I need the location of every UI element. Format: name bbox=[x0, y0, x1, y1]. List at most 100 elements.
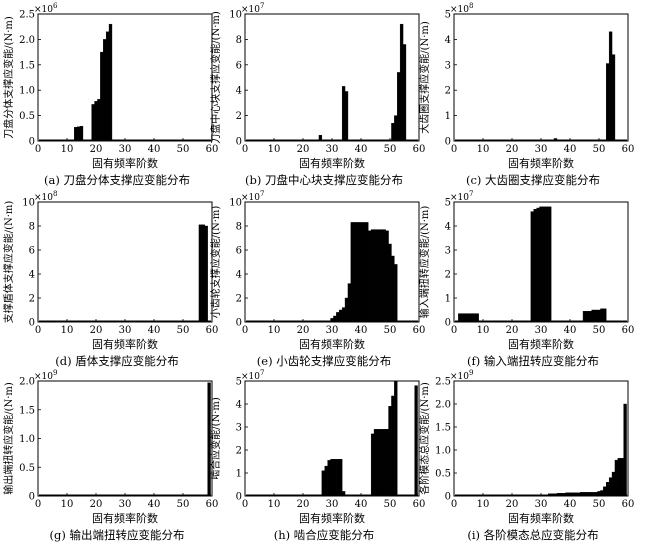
panel-caption: (i) 各阶模态总应变能分布 bbox=[467, 528, 598, 542]
y-tick-label: 5 bbox=[236, 377, 242, 388]
y-tick-label: 0.5 bbox=[19, 111, 35, 122]
x-tick-label: 60 bbox=[206, 144, 219, 155]
y-tick-label: 3 bbox=[236, 423, 242, 434]
x-tick-label: 40 bbox=[564, 325, 577, 336]
y-axis-label: 大齿圈支撑应变能/(N·m) bbox=[418, 21, 431, 134]
y-tick-label: 0 bbox=[29, 318, 35, 329]
bar bbox=[382, 429, 386, 497]
y-axis-label: 刀盘分体支撑应变能/(N·m) bbox=[2, 16, 15, 139]
x-tick-label: 10 bbox=[61, 144, 74, 155]
bar bbox=[353, 222, 357, 323]
bar bbox=[336, 312, 340, 323]
bar bbox=[469, 313, 474, 323]
y-tick-label: 2 bbox=[29, 294, 35, 305]
y-axis-label: 刀盘中心块支撑应变能/(N·m) bbox=[209, 11, 222, 144]
bar bbox=[385, 429, 389, 497]
bar bbox=[603, 308, 607, 323]
bar bbox=[608, 477, 613, 497]
bar bbox=[565, 492, 569, 497]
exponent-power: 7 bbox=[260, 190, 264, 198]
bar bbox=[536, 207, 540, 323]
y-tick-label: 1.0 bbox=[19, 86, 35, 97]
bar bbox=[324, 465, 328, 497]
plot-frame bbox=[453, 380, 629, 497]
x-tick-label: 60 bbox=[622, 499, 635, 510]
y-tick-label: 1.0 bbox=[435, 446, 451, 457]
x-tick-label: 60 bbox=[413, 499, 426, 510]
bar bbox=[330, 459, 334, 497]
bar bbox=[472, 313, 476, 323]
x-axis-label: 固有频率阶数 bbox=[508, 337, 574, 351]
x-tick-label: 30 bbox=[326, 499, 339, 510]
x-tick-label: 20 bbox=[506, 144, 519, 155]
y-tick-label: 2 bbox=[445, 86, 451, 97]
x-axis-label: 固有频率阶数 bbox=[92, 156, 158, 170]
bar bbox=[100, 51, 104, 142]
x-tick-label: 30 bbox=[119, 325, 132, 336]
exponent-label: ×106 bbox=[34, 2, 58, 15]
panel-caption: (d) 盾体支撑应变能分布 bbox=[55, 354, 179, 368]
bar bbox=[388, 406, 392, 497]
bar bbox=[606, 482, 610, 497]
bar bbox=[553, 493, 558, 497]
plot-frame bbox=[37, 201, 213, 323]
x-axis-label: 固有频率阶数 bbox=[508, 156, 574, 170]
x-tick-label: 20 bbox=[297, 325, 310, 336]
y-tick-label: 6 bbox=[236, 246, 242, 257]
panel-caption: (e) 小齿轮支撑应变能分布 bbox=[257, 354, 391, 368]
y-tick-label: 10 bbox=[229, 10, 242, 21]
bar bbox=[591, 309, 595, 323]
x-tick-label: 0 bbox=[35, 499, 41, 510]
bar bbox=[600, 308, 604, 323]
y-tick-label: 6 bbox=[236, 60, 242, 71]
x-tick-label: 20 bbox=[297, 499, 310, 510]
bar bbox=[373, 229, 378, 323]
y-tick-label: 2 bbox=[236, 446, 242, 457]
x-tick-label: 60 bbox=[206, 325, 219, 336]
x-tick-label: 10 bbox=[477, 325, 490, 336]
y-axis-label: 啮合应变能/(N·m) bbox=[209, 397, 222, 480]
x-tick-label: 20 bbox=[90, 325, 103, 336]
exponent-power: 8 bbox=[469, 2, 473, 10]
bar bbox=[365, 222, 369, 323]
x-tick-label: 0 bbox=[35, 144, 41, 155]
plot-frame bbox=[244, 13, 420, 142]
bar bbox=[606, 63, 610, 142]
bar bbox=[402, 44, 407, 142]
bar bbox=[108, 23, 113, 142]
bar bbox=[608, 31, 613, 142]
y-tick-label: 1.0 bbox=[19, 434, 35, 445]
bar bbox=[562, 493, 566, 497]
bar bbox=[548, 493, 552, 497]
bar bbox=[376, 229, 381, 323]
y-tick-label: 0 bbox=[236, 492, 242, 503]
bar bbox=[339, 459, 343, 497]
bar bbox=[414, 385, 418, 497]
x-tick-label: 60 bbox=[413, 325, 426, 336]
x-tick-label: 0 bbox=[451, 325, 457, 336]
exponent-label: ×109 bbox=[34, 369, 57, 382]
y-tick-label: 4 bbox=[29, 270, 35, 281]
y-tick-label: 2.5 bbox=[435, 377, 451, 388]
bar bbox=[594, 309, 598, 323]
bar bbox=[356, 222, 360, 323]
bar bbox=[391, 395, 395, 497]
x-tick-label: 10 bbox=[268, 144, 281, 155]
bar bbox=[198, 224, 203, 323]
bar bbox=[548, 206, 552, 323]
bar bbox=[359, 222, 363, 323]
panel-caption: (a) 刀盘分体支撑应变能分布 bbox=[44, 173, 190, 187]
exponent-label: ×107 bbox=[241, 369, 264, 382]
x-tick-label: 50 bbox=[384, 144, 397, 155]
bar bbox=[74, 127, 78, 142]
x-tick-label: 30 bbox=[119, 499, 132, 510]
y-tick-label: 8 bbox=[29, 222, 35, 233]
bar bbox=[103, 39, 107, 142]
y-tick-label: 2.0 bbox=[19, 35, 35, 46]
exponent-power: 7 bbox=[260, 369, 264, 377]
bar bbox=[394, 264, 398, 323]
x-tick-label: 50 bbox=[177, 144, 190, 155]
x-tick-label: 30 bbox=[326, 144, 339, 155]
x-tick-label: 0 bbox=[451, 499, 457, 510]
